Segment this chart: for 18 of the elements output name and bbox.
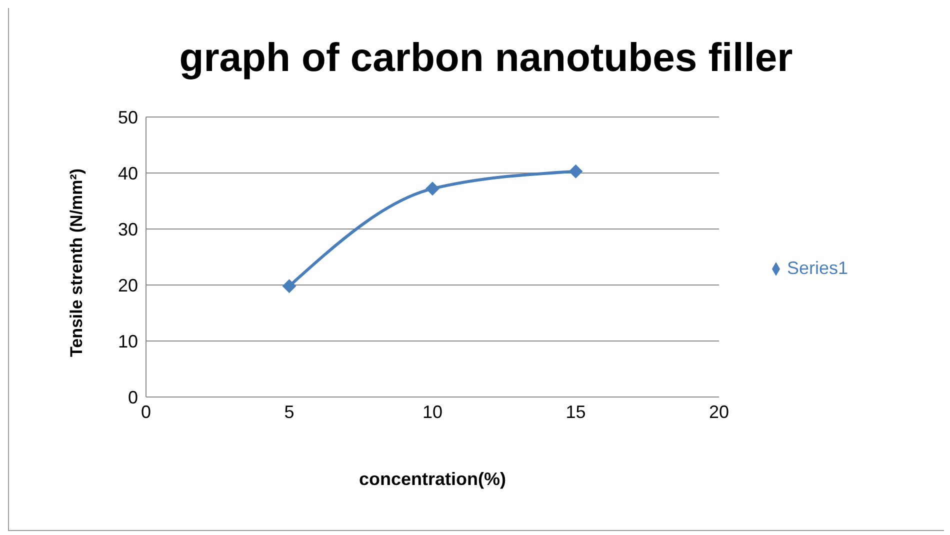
x-tick-label: 10 [422,402,443,422]
point [568,164,583,178]
y-axis-title: Tensile strenth (N/mm²) [67,168,86,357]
legend-label: Series1 [787,258,848,278]
point [426,182,440,196]
x-tick-label: 15 [566,402,586,422]
x-axis-title: concentration(%) [358,469,506,489]
chart-title: graph of carbon nanotubes filler [178,36,794,81]
y-tick-label: 10 [118,331,138,352]
y-tick-label: 50 [118,107,138,128]
x-tick-label: 5 [284,402,294,422]
y-tick-label: 20 [118,275,138,296]
x-tick-label: 0 [140,402,152,422]
y-tick-label: 40 [118,163,138,184]
point [282,279,296,294]
x-tick-label: 20 [708,402,730,422]
y-tick-label: 30 [118,219,138,240]
y-tick-label: 0 [128,387,138,408]
